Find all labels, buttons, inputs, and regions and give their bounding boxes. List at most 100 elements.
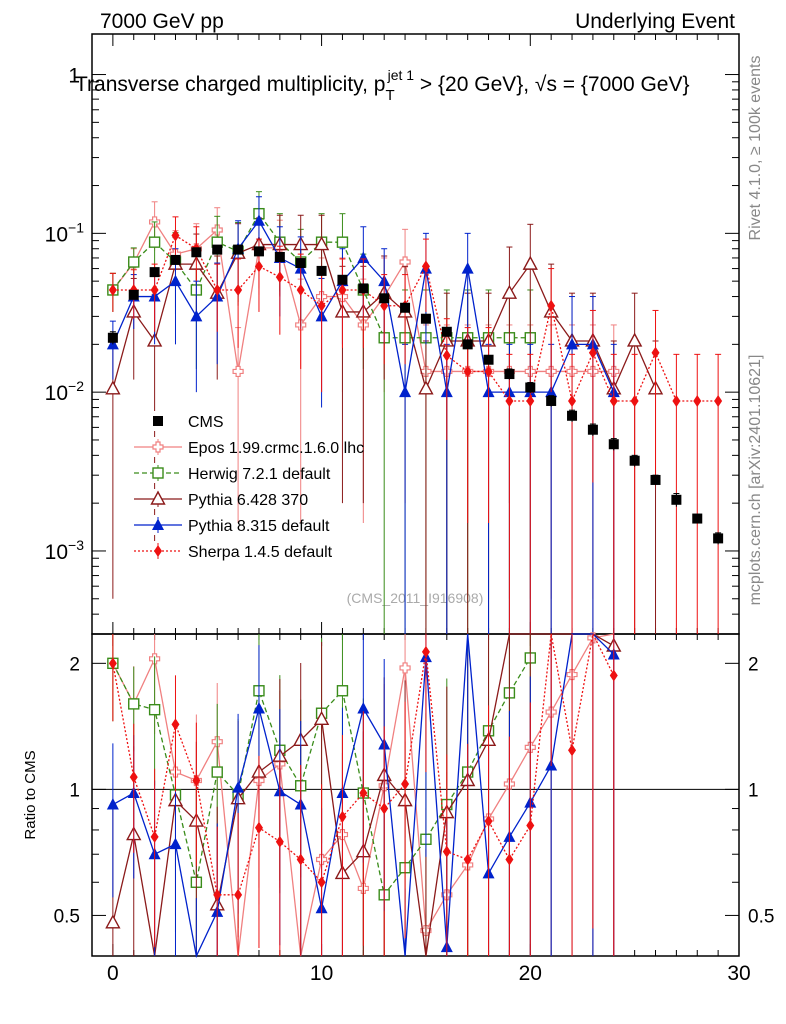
data-point-pythia8 bbox=[252, 214, 265, 226]
series-cms bbox=[107, 244, 724, 545]
legend-entry-herwig: Herwig 7.2.1 default bbox=[130, 463, 331, 483]
data-point-cms bbox=[149, 267, 160, 278]
data-point-sherpa bbox=[108, 283, 117, 296]
data-point-sherpa bbox=[275, 271, 284, 284]
y-tick-exponent: −1 bbox=[68, 219, 84, 235]
data-point-sherpa bbox=[338, 283, 347, 296]
ratio-y-tick-label: 0.5 bbox=[54, 906, 80, 927]
ratio-point-herwig bbox=[128, 698, 140, 710]
data-point-cms bbox=[316, 265, 327, 276]
ratio-axes: 0 10 20 30 0.5 0.5 1 1 2 2 bbox=[54, 634, 774, 985]
data-point-cms bbox=[462, 339, 473, 350]
data-point-sherpa bbox=[630, 394, 639, 407]
data-point-sherpa bbox=[568, 394, 577, 407]
ratio-point-sherpa bbox=[526, 819, 535, 832]
data-point-herwig bbox=[128, 256, 140, 268]
ratio-point-pythia8 bbox=[106, 798, 119, 810]
data-point-epos bbox=[399, 256, 411, 268]
ratio-series bbox=[105, 631, 622, 959]
data-point-sherpa bbox=[609, 394, 618, 407]
data-point-sherpa bbox=[171, 229, 180, 242]
data-point-cms bbox=[608, 439, 619, 450]
ratio-point-sherpa bbox=[296, 853, 305, 866]
legend-label-herwig: Herwig 7.2.1 default bbox=[188, 466, 331, 483]
legend-label-pythia8: Pythia 8.315 default bbox=[188, 518, 330, 535]
ratio-point-sherpa bbox=[108, 657, 117, 670]
x-tick-label: 20 bbox=[519, 962, 542, 985]
ratio-point-sherpa bbox=[213, 888, 222, 901]
data-point-cms bbox=[128, 289, 139, 300]
data-point-sherpa bbox=[296, 283, 305, 296]
y-tick-base: 10 bbox=[45, 223, 68, 246]
data-point-cms bbox=[233, 244, 244, 255]
data-point-pythia8 bbox=[190, 309, 203, 322]
ratio-point-sherpa bbox=[380, 802, 389, 815]
data-point-cms bbox=[650, 474, 661, 485]
data-point-sherpa bbox=[505, 394, 514, 407]
data-point-sherpa bbox=[693, 394, 702, 407]
ratio-point-pythia6 bbox=[313, 710, 330, 726]
ratio-point-sherpa bbox=[317, 876, 326, 889]
ratio-frame bbox=[91, 633, 740, 957]
legend-label-sherpa: Sherpa 1.4.5 default bbox=[188, 544, 333, 561]
legend-marker-epos bbox=[152, 441, 164, 453]
ratio-point-pythia6 bbox=[105, 914, 121, 929]
ratio-series-sherpa bbox=[108, 631, 618, 956]
data-point-sherpa bbox=[672, 394, 681, 407]
ratio-y-tick-label: 2 bbox=[69, 654, 80, 675]
data-point-pythia8 bbox=[399, 385, 412, 398]
data-point-sherpa bbox=[213, 283, 222, 296]
data-point-cms bbox=[483, 354, 494, 365]
rivet-version-label: Rivet 4.1.0, ≥ 100k events bbox=[747, 56, 764, 241]
data-point-pythia6 bbox=[626, 332, 643, 347]
y-tick-label: 10−3 bbox=[45, 537, 85, 564]
data-point-sherpa bbox=[714, 394, 723, 407]
data-point-sherpa bbox=[254, 260, 263, 273]
data-point-cms bbox=[504, 369, 515, 380]
ratio-point-pythia8 bbox=[232, 781, 245, 793]
data-point-sherpa bbox=[317, 299, 326, 312]
data-point-sherpa bbox=[463, 365, 472, 378]
ratio-point-sherpa bbox=[129, 771, 138, 784]
legend: CMS Epos 1.99.crmc.1.6.0 lhc Herwig 7.2.1 … bbox=[130, 411, 364, 561]
ratio-point-sherpa bbox=[254, 821, 263, 834]
legend-marker-sherpa bbox=[154, 545, 162, 557]
ratio-point-pythia8 bbox=[357, 702, 370, 714]
ratio-point-pythia8 bbox=[169, 837, 182, 850]
plot-title: Transverse charged multiplicity, pTjet 1… bbox=[75, 67, 690, 104]
legend-marker-cms bbox=[153, 416, 163, 426]
data-point-pythia8 bbox=[357, 251, 370, 263]
data-point-pythia6 bbox=[522, 255, 538, 270]
legend-entry-pythia6: Pythia 6.428 370 bbox=[130, 489, 308, 509]
ratio-point-sherpa bbox=[192, 774, 201, 787]
main-series bbox=[105, 191, 724, 634]
analysis-watermark: (CMS_2011_I916908) bbox=[347, 590, 484, 606]
legend-entry-sherpa: Sherpa 1.4.5 default bbox=[130, 541, 333, 561]
y-tick-label: 10−2 bbox=[45, 378, 85, 405]
x-tick-label: 10 bbox=[310, 962, 333, 985]
ratio-point-sherpa bbox=[442, 845, 451, 858]
data-point-herwig bbox=[336, 236, 349, 248]
ratio-point-epos bbox=[399, 662, 411, 674]
legend-entry-epos: Epos 1.99.crmc.1.6.0 lhc bbox=[130, 437, 364, 457]
legend-marker-herwig bbox=[152, 467, 164, 479]
data-point-cms bbox=[671, 494, 682, 505]
ratio-point-herwig bbox=[336, 685, 349, 697]
data-point-cms bbox=[441, 326, 452, 337]
legend-marker-pythia8 bbox=[152, 518, 164, 530]
mcplots-label: mcplots.cern.ch [arXiv:2401.10621] bbox=[747, 355, 764, 606]
data-point-sherpa bbox=[547, 299, 556, 312]
x-tick-label: 30 bbox=[727, 962, 750, 985]
series-sherpa bbox=[108, 216, 723, 634]
data-point-cms bbox=[191, 247, 202, 258]
ratio-point-sherpa bbox=[484, 815, 493, 828]
ratio-point-herwig bbox=[148, 703, 161, 716]
legend-label-cms: CMS bbox=[188, 414, 224, 431]
data-point-cms bbox=[295, 258, 306, 269]
data-point-cms bbox=[400, 302, 411, 313]
data-point-cms bbox=[713, 533, 724, 544]
header-left: 7000 GeV pp bbox=[100, 10, 224, 33]
data-point-sherpa bbox=[484, 365, 493, 378]
